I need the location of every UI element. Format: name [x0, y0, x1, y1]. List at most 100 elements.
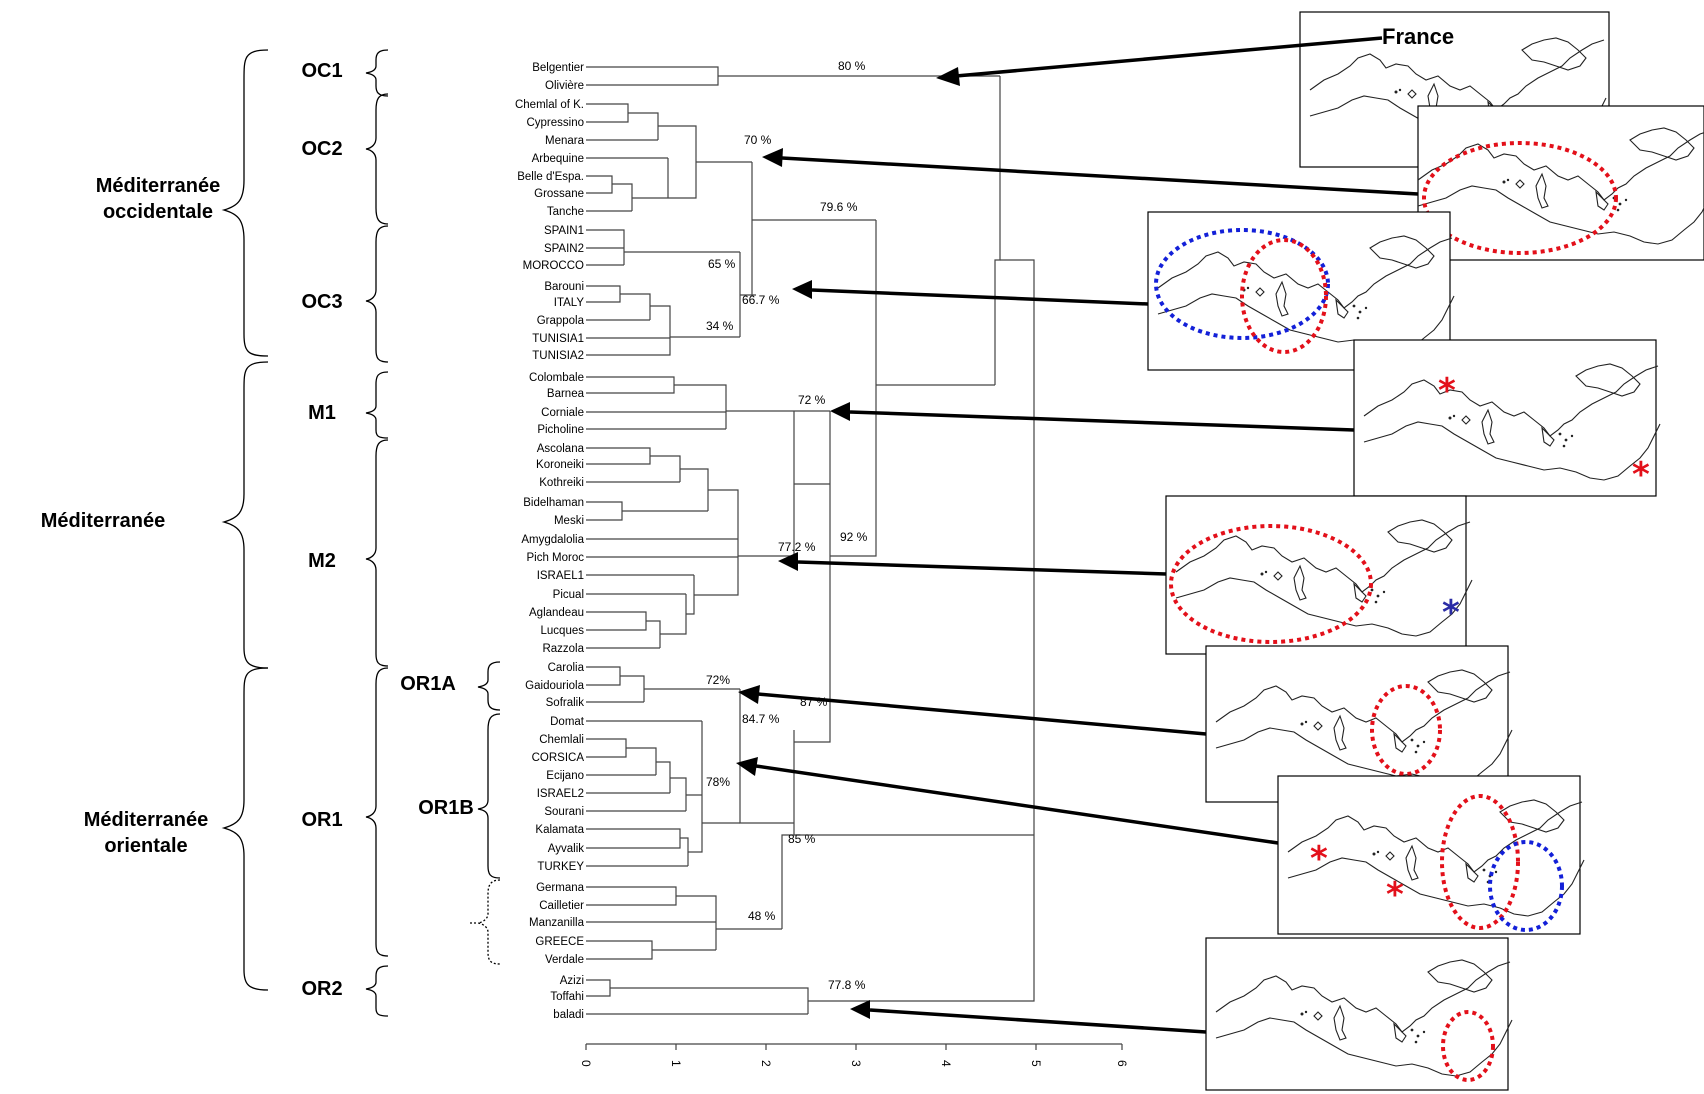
region-labels: Méditerranée occidentale Méditerranée Méd… — [41, 175, 221, 857]
arrow-oc1 — [955, 36, 1383, 78]
leaf-label: Cailletier — [539, 900, 584, 912]
brace-oriental — [221, 667, 269, 991]
region-label-mediterranean: Méditerranée — [41, 510, 166, 532]
arrow-or1a — [757, 692, 1207, 736]
unassigned-cluster — [586, 886, 782, 960]
leaf-label: CORSICA — [532, 752, 585, 764]
pct-oc1: 80 % — [838, 59, 866, 73]
map-or1b: * * — [1277, 775, 1585, 935]
oc1-cluster — [586, 66, 1000, 86]
pct-oc3: 66.7 % — [742, 293, 780, 307]
arrow-or2 — [869, 1008, 1207, 1034]
distance-axis: 0 1 2 3 4 5 6 — [579, 1043, 1129, 1067]
leaf-label: Chemlali — [539, 734, 584, 746]
leaf-label: Barouni — [544, 281, 584, 293]
map-oc2 — [1417, 105, 1704, 261]
or1a-cluster — [586, 666, 740, 703]
leaf-label: Ecijano — [546, 770, 584, 782]
dendrogram-tree — [586, 66, 1035, 1015]
pct-it: 34 % — [706, 319, 734, 333]
leaf-label: Sofralik — [546, 697, 585, 709]
leaf-label: Lucques — [541, 625, 585, 637]
brace-oc3 — [365, 225, 389, 363]
map-frame — [1165, 495, 1467, 655]
pct-or2: 77.8 % — [828, 978, 866, 992]
leaf-label: Razzola — [542, 643, 584, 655]
pct-oc2: 70 % — [744, 133, 772, 147]
group-label-m1: M1 — [308, 402, 336, 424]
leaf-label: ISRAEL2 — [537, 788, 584, 800]
or1b-cluster — [586, 720, 740, 867]
m1-cluster — [586, 376, 830, 430]
leaf-label: Picual — [553, 589, 584, 601]
leaf-label: ITALY — [554, 297, 585, 309]
leaf-label: Toffahi — [550, 991, 584, 1003]
or1-join — [739, 556, 1034, 929]
leaf-label: Sourani — [544, 806, 584, 818]
arrowhead-oc1 — [936, 67, 960, 86]
star-marker: * — [1632, 455, 1650, 495]
region-label-oriental: Méditerranée orientale — [84, 809, 209, 857]
leaf-label: Verdale — [545, 954, 584, 966]
med-join — [829, 385, 877, 557]
leaf-label: Picholine — [537, 424, 584, 436]
leaf-label: Arbequine — [532, 153, 584, 165]
brace-m2 — [365, 439, 389, 667]
leaf-label: GREECE — [535, 936, 584, 948]
region-label-occidental: Méditerranée occidentale — [96, 175, 221, 223]
or2-cluster — [586, 259, 1035, 1015]
group-label-or1: OR1 — [301, 809, 342, 831]
arrowhead-m1 — [830, 402, 850, 421]
leaf-label: Belgentier — [532, 62, 584, 74]
leaf-label: Kalamata — [535, 824, 584, 836]
leaf-label: TURKEY — [537, 861, 584, 873]
leaf-label: Domat — [550, 716, 585, 728]
map-or2 — [1205, 937, 1513, 1091]
leaf-label: Amygdalolia — [521, 534, 584, 546]
leaf-label: Bidelhaman — [523, 497, 584, 509]
arrowhead-oc3 — [792, 280, 812, 299]
group-label-oc2: OC2 — [301, 138, 342, 160]
star-marker: * — [1438, 371, 1456, 411]
percentages: 80 % 70 % 79.6 % 65 % 66.7 % 34 % 72 % 7… — [706, 59, 868, 992]
brace-unassigned — [477, 879, 501, 965]
leaf-label: Meski — [554, 515, 584, 527]
pct-or1: 84.7 % — [742, 712, 780, 726]
region-ring-red — [1440, 794, 1520, 930]
group-label-or1b: OR1B — [418, 797, 474, 819]
brace-occidental — [221, 49, 269, 357]
leaf-label: Germana — [536, 882, 585, 894]
leaf-label: Chemlal of K. — [515, 99, 584, 111]
arrowhead-or1b — [736, 757, 758, 776]
leaf-label: Tanche — [547, 206, 584, 218]
leaf-label: ISRAEL1 — [537, 570, 584, 582]
pct-occ: 79.6 % — [820, 200, 858, 214]
leaf-label: Colombale — [529, 372, 584, 384]
axis-tick-0: 0 — [579, 1060, 593, 1067]
brace-m1 — [365, 371, 389, 439]
region-ring-red — [1422, 141, 1618, 255]
brace-mediterranean — [221, 361, 269, 669]
arrow-oc2 — [781, 156, 1419, 196]
leaf-label: Manzanilla — [529, 917, 585, 929]
leaf-label: Pich Moroc — [526, 552, 584, 564]
brace-or2 — [365, 965, 389, 1017]
pct-m2: 77.2 % — [778, 540, 816, 554]
star-marker: * — [1310, 839, 1328, 879]
map-frame — [1277, 775, 1581, 935]
arrow-m2 — [797, 560, 1167, 576]
leaf-label: SPAIN2 — [544, 243, 584, 255]
leaf-label: Ayvalik — [548, 843, 584, 855]
star-marker: * — [1386, 875, 1404, 915]
map-thumbnails: France * * * — [1147, 11, 1704, 1091]
leaf-label: Ascolana — [537, 443, 585, 455]
arrowhead-oc2 — [762, 148, 783, 167]
occidental-join — [875, 76, 1001, 386]
oc3-cluster — [586, 162, 876, 356]
leaf-label: Corniale — [541, 407, 584, 419]
pct-m1: 72 % — [798, 393, 826, 407]
group-label-oc3: OC3 — [301, 291, 342, 313]
arrowhead-or2 — [850, 1000, 870, 1019]
map-frame — [1353, 339, 1657, 497]
group-label-oc1: OC1 — [301, 60, 342, 82]
